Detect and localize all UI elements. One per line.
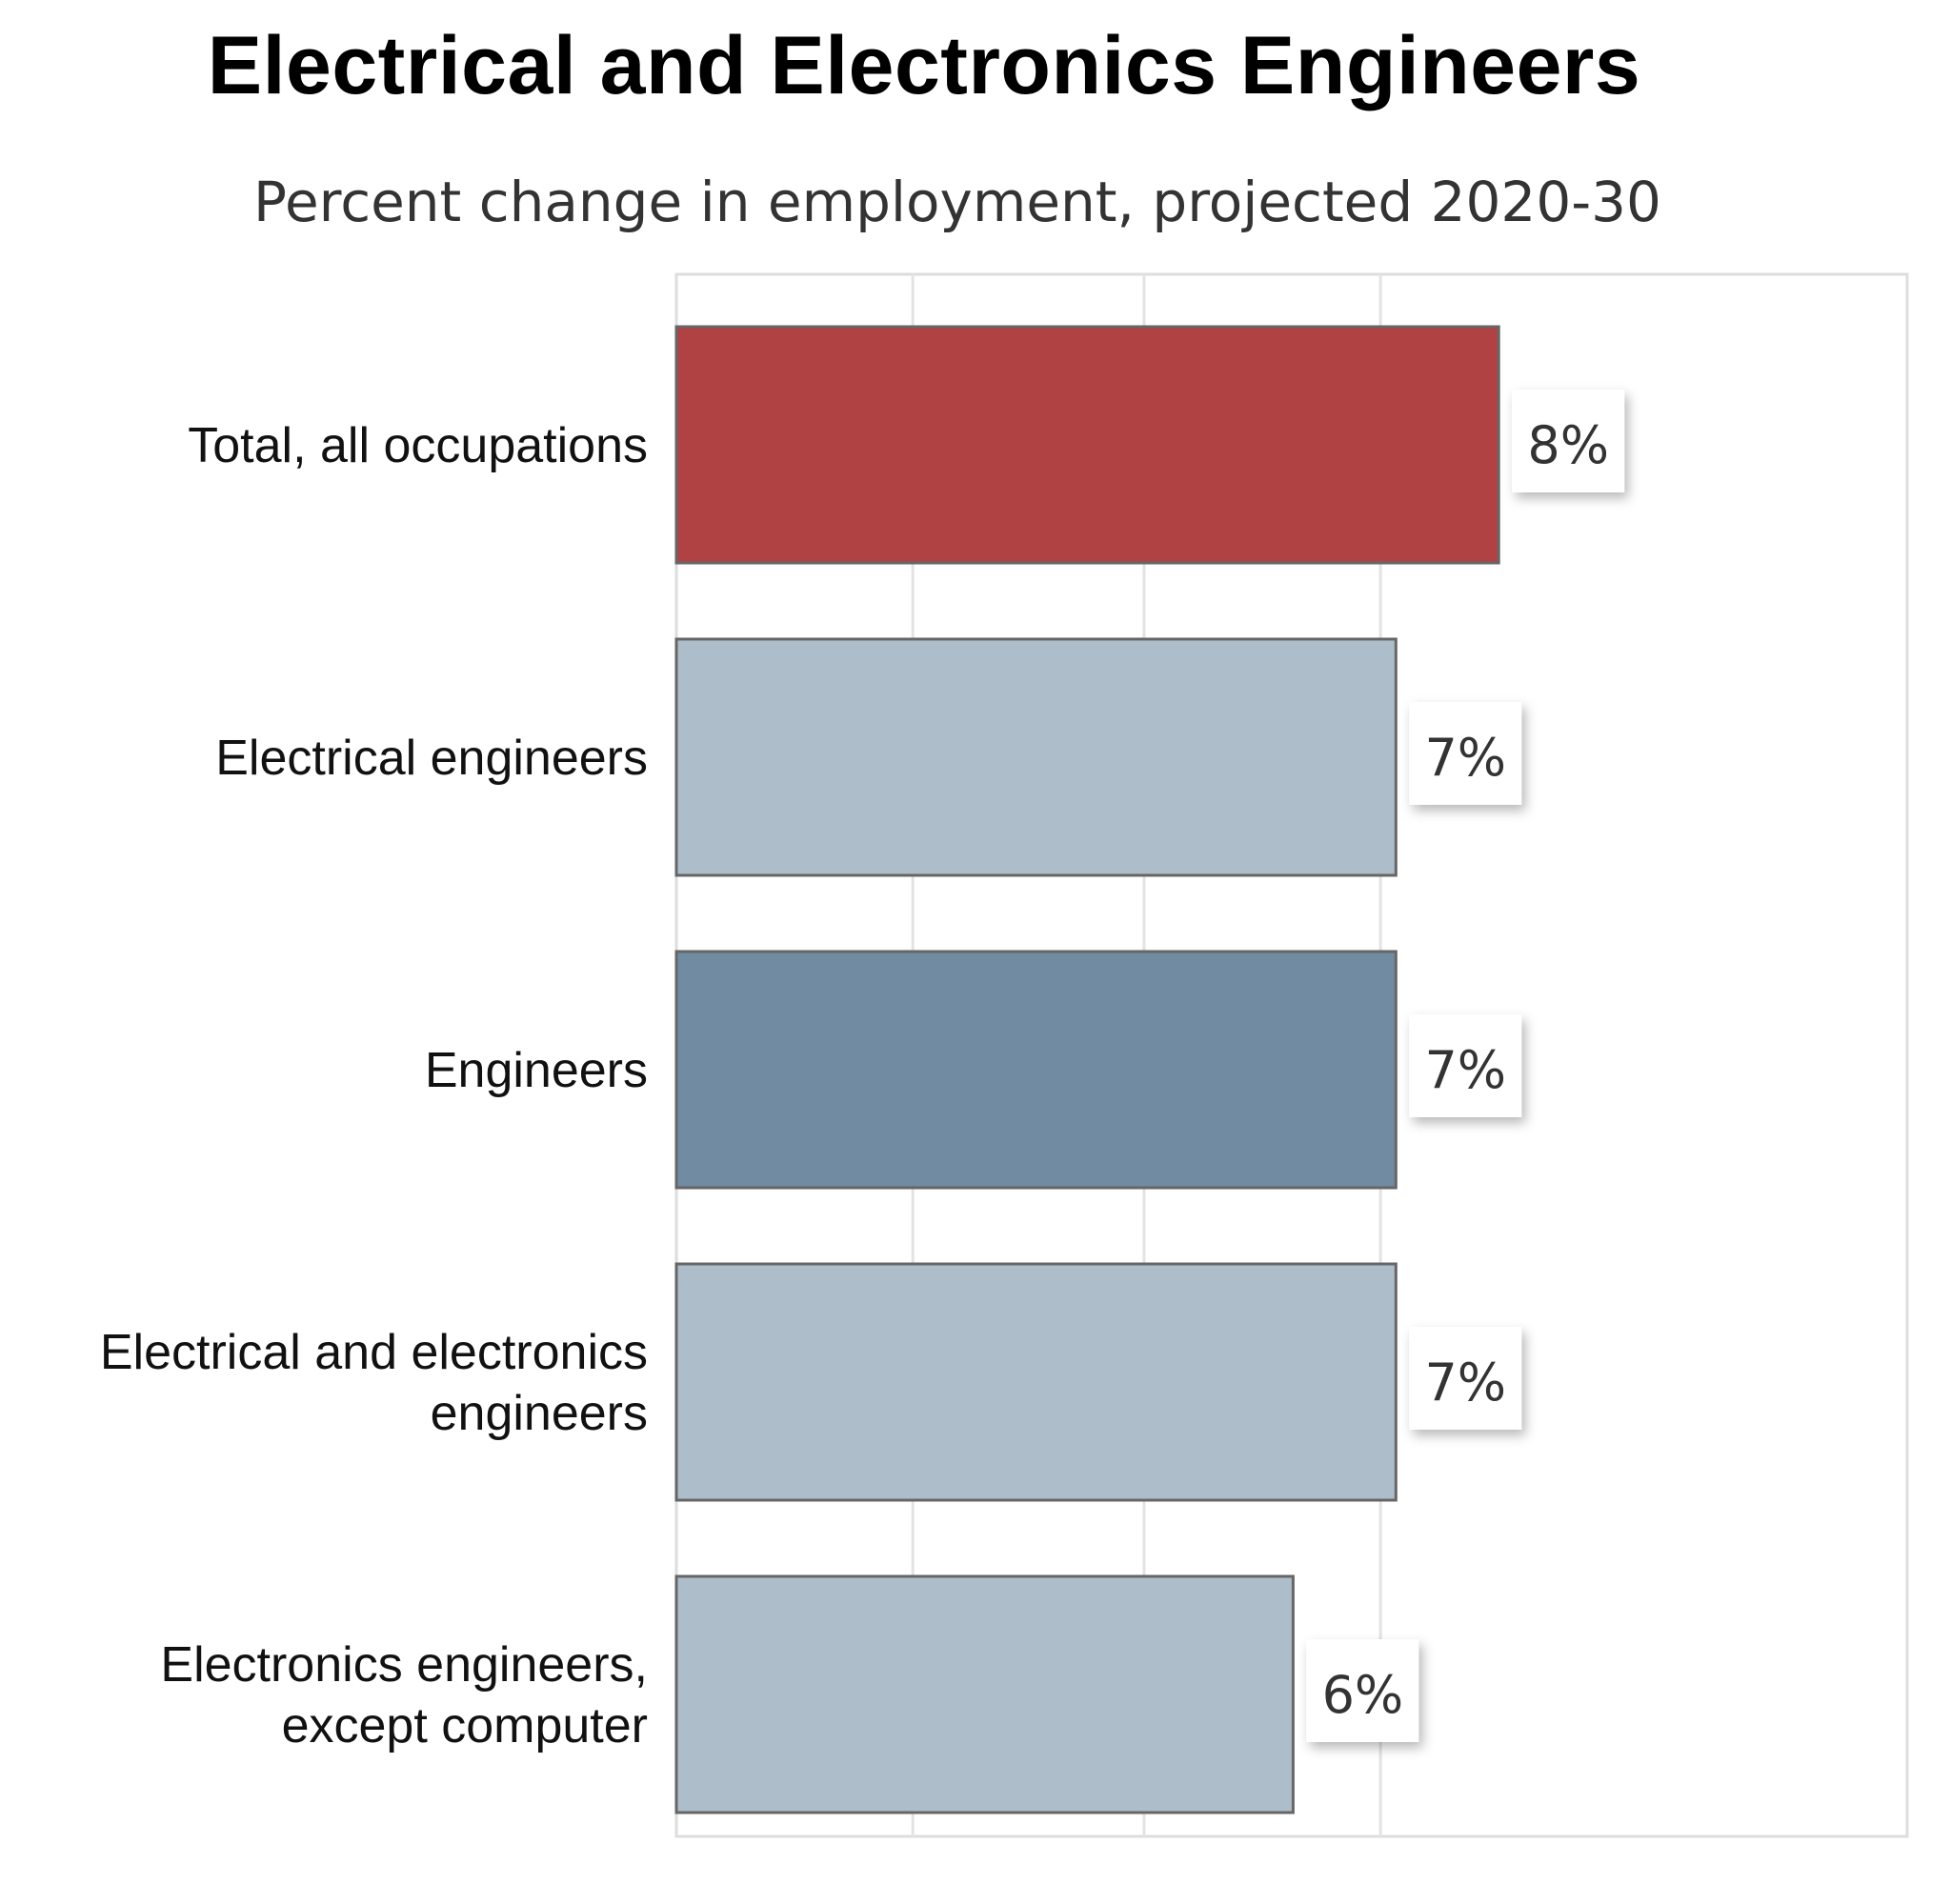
value-label-box: [1306, 1639, 1419, 1742]
value-label-box: [1409, 702, 1522, 805]
value-label: 8%: [1527, 415, 1609, 475]
category-label: Electronics engineers,: [160, 1637, 648, 1693]
value-labels: 8% 7% 7% 7% 6%: [1306, 390, 1625, 1742]
bar-3: [674, 950, 1398, 1190]
value-label: 7%: [1424, 1353, 1506, 1413]
category-label: Engineers: [425, 1043, 648, 1098]
category-label: Total, all occupations: [188, 418, 648, 473]
bar-1: [674, 325, 1500, 565]
bar-4: [674, 1262, 1398, 1502]
value-label: 6%: [1322, 1665, 1404, 1725]
value-label-box: [1512, 390, 1625, 492]
bars: [674, 325, 1500, 1814]
chart-subtitle: Percent change in employment, projected …: [253, 170, 1661, 234]
value-label: 7%: [1424, 1040, 1506, 1100]
value-label-box: [1409, 1014, 1522, 1117]
chart-title: Electrical and Electronics Engineers: [207, 20, 1641, 111]
value-label: 7%: [1424, 728, 1506, 788]
bar-5: [674, 1574, 1295, 1814]
category-label: Electrical and electronics: [100, 1325, 648, 1380]
category-label: Electrical engineers: [215, 731, 648, 786]
category-label: except computer: [282, 1698, 648, 1754]
category-labels: Total, all occupations Electrical enginee…: [100, 418, 648, 1754]
bar-2: [674, 637, 1398, 877]
value-label-box: [1409, 1327, 1522, 1430]
category-label: engineers: [431, 1386, 648, 1441]
